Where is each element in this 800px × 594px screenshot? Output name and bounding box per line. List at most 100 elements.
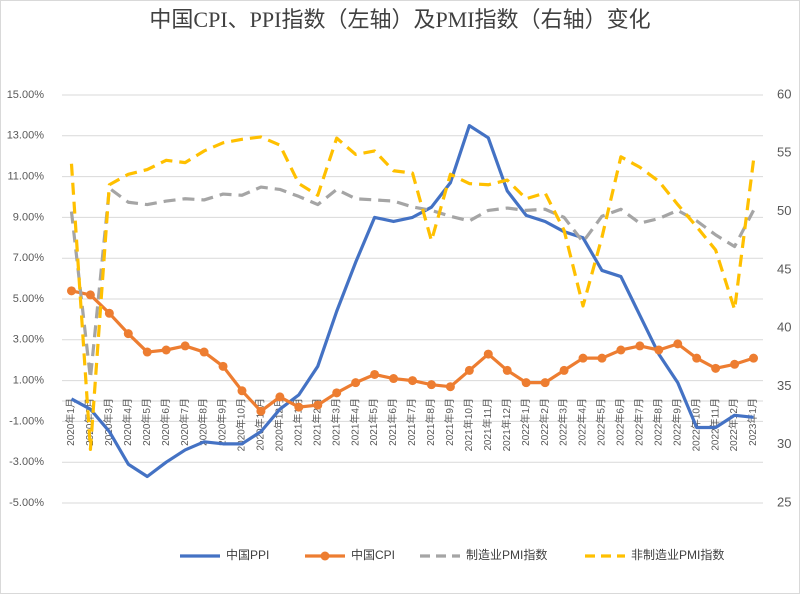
x-tick-label: 2021年10月 bbox=[462, 398, 475, 451]
x-tick-label: 2020年9月 bbox=[216, 398, 229, 446]
data-point bbox=[389, 374, 399, 384]
data-point bbox=[408, 376, 417, 386]
data-point bbox=[85, 290, 95, 300]
series-line bbox=[69, 185, 755, 380]
y-tick-label: 3.00% bbox=[13, 334, 44, 346]
y-tick-label: -3.00% bbox=[9, 456, 44, 468]
x-tick-label: 2022年5月 bbox=[595, 398, 608, 446]
legend-label: 中国CPI bbox=[351, 547, 395, 562]
y2-tick-label: 35 bbox=[777, 378, 791, 393]
y-tick-label: -5.00% bbox=[9, 497, 44, 509]
data-point bbox=[597, 353, 607, 363]
y2-tick-label: 30 bbox=[777, 436, 791, 451]
data-point bbox=[218, 361, 228, 371]
y2-tick-label: 50 bbox=[777, 203, 791, 218]
y2-tick-label: 55 bbox=[777, 145, 791, 160]
y-tick-label: 1.00% bbox=[13, 375, 44, 387]
data-point bbox=[673, 339, 683, 349]
data-point bbox=[313, 400, 323, 410]
x-tick-label: 2021年7月 bbox=[405, 398, 418, 446]
y2-tick-label: 45 bbox=[777, 261, 791, 276]
data-point bbox=[275, 392, 285, 402]
y-tick-label: 11.00% bbox=[8, 171, 45, 183]
x-tick-label: 2021年8月 bbox=[424, 398, 437, 446]
y-tick-label: -1.00% bbox=[9, 415, 44, 427]
x-tick-label: 2022年1月 bbox=[519, 398, 532, 446]
x-tick-label: 2021年12月 bbox=[500, 398, 513, 451]
data-point bbox=[711, 363, 721, 373]
legend-label: 非制造业PMI指数 bbox=[631, 547, 724, 562]
x-tick-label: 2022年8月 bbox=[651, 398, 664, 446]
x-tick-label: 2020年10月 bbox=[235, 398, 248, 451]
series-line bbox=[69, 135, 756, 451]
data-point bbox=[370, 369, 380, 379]
data-point bbox=[104, 308, 114, 318]
y-tick-label: 9.00% bbox=[13, 211, 44, 223]
data-point bbox=[161, 345, 171, 355]
legend: 中国PPI 中国CPI 制造业PMI指数 非制造业PMI指数 bbox=[180, 547, 724, 562]
x-tick-label: 2022年11月 bbox=[708, 398, 721, 451]
x-tick-label: 2022年4月 bbox=[576, 398, 589, 446]
data-point bbox=[654, 345, 664, 355]
data-point bbox=[502, 365, 512, 375]
x-tick-label: 2020年6月 bbox=[159, 398, 172, 446]
data-point bbox=[464, 365, 474, 375]
x-tick-label: 2020年7月 bbox=[178, 398, 191, 446]
x-tick-label: 2022年12月 bbox=[727, 398, 740, 451]
x-tick-label: 2020年1月 bbox=[64, 398, 77, 446]
y2-tick-label: 40 bbox=[777, 320, 791, 335]
legend-label: 制造业PMI指数 bbox=[466, 547, 547, 562]
data-point bbox=[445, 382, 455, 392]
x-tick-label: 2021年6月 bbox=[386, 398, 399, 446]
data-point bbox=[521, 378, 531, 388]
data-point bbox=[483, 349, 493, 359]
data-point bbox=[578, 353, 588, 363]
x-tick-label: 2022年6月 bbox=[614, 398, 627, 446]
data-point bbox=[426, 380, 436, 390]
x-tick-label: 2022年2月 bbox=[538, 398, 551, 446]
data-point bbox=[730, 359, 740, 369]
x-tick-label: 2020年5月 bbox=[140, 398, 153, 446]
data-point bbox=[237, 386, 247, 396]
data-point bbox=[559, 365, 569, 375]
series-line bbox=[70, 124, 754, 479]
y-tick-label: 15.00% bbox=[7, 89, 45, 101]
data-point bbox=[351, 378, 361, 388]
y2-tick-label: 60 bbox=[777, 86, 791, 101]
x-tick-label: 2021年4月 bbox=[348, 398, 361, 446]
y-tick-label: 7.00% bbox=[13, 252, 44, 264]
y2-tick-label: 25 bbox=[777, 494, 791, 509]
x-tick-label: 2023年1月 bbox=[746, 398, 759, 446]
chart-title: 中国CPI、PPI指数（左轴）及PMI指数（右轴）变化 bbox=[149, 7, 650, 32]
data-point bbox=[749, 353, 759, 363]
data-point bbox=[332, 388, 342, 398]
x-tick-label: 2020年12月 bbox=[273, 398, 286, 451]
x-tick-label: 2021年9月 bbox=[443, 398, 456, 446]
x-tick-label: 2021年5月 bbox=[367, 398, 380, 446]
data-point bbox=[635, 341, 645, 351]
x-tick-label: 2020年8月 bbox=[197, 398, 210, 446]
legend-label: 中国PPI bbox=[226, 547, 269, 562]
data-point bbox=[294, 402, 304, 412]
x-tick-label: 2020年4月 bbox=[121, 398, 134, 446]
data-point bbox=[199, 347, 209, 357]
x-tick-label: 2022年3月 bbox=[557, 398, 570, 446]
x-tick-label: 2021年3月 bbox=[329, 398, 342, 446]
data-point bbox=[256, 406, 266, 416]
data-point bbox=[616, 345, 626, 355]
data-point bbox=[142, 347, 152, 357]
data-point bbox=[540, 378, 550, 388]
legend-marker bbox=[320, 551, 330, 561]
data-point bbox=[66, 286, 76, 296]
data-point bbox=[123, 329, 133, 339]
x-tick-label: 2021年11月 bbox=[481, 398, 494, 451]
x-tick-label: 2022年9月 bbox=[670, 398, 683, 446]
x-tick-label: 2021年2月 bbox=[310, 398, 323, 446]
x-tick-label: 2022年7月 bbox=[632, 398, 645, 446]
data-point bbox=[692, 353, 702, 363]
data-point bbox=[180, 341, 190, 351]
y-tick-label: 13.00% bbox=[7, 130, 45, 142]
y-tick-label: 5.00% bbox=[13, 293, 44, 305]
